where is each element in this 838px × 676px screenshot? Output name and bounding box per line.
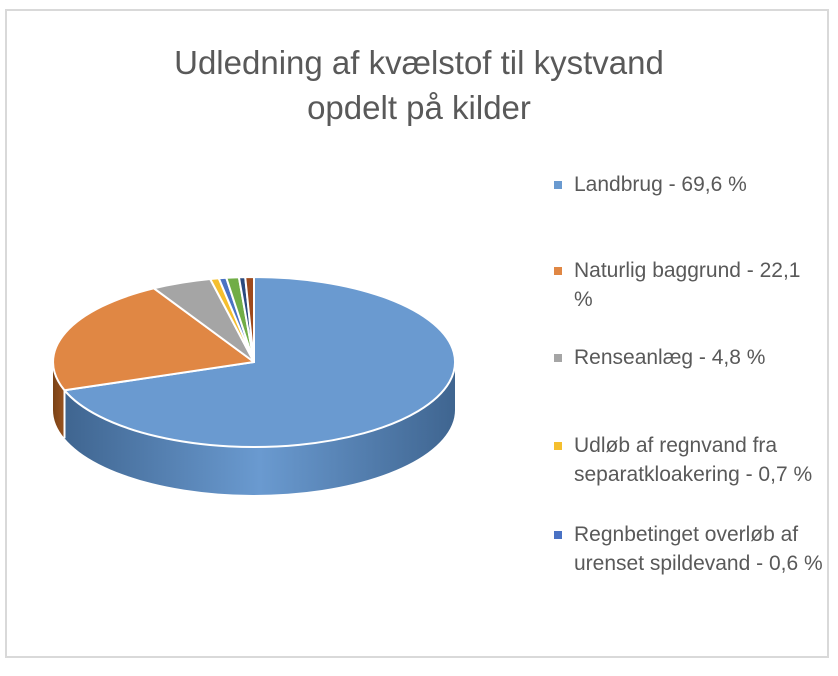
chart-title-line-1: Udledning af kvælstof til kystvand xyxy=(174,44,664,81)
legend-label: Udløb af regnvand fra separatkloakering … xyxy=(574,434,813,486)
pie-side-landbrug xyxy=(64,362,455,495)
legend-label: Regnbetinget overløb af urenset spildeva… xyxy=(574,523,823,575)
legend-item-landbrug[interactable]: Landbrug - 69,6 % xyxy=(554,170,824,199)
legend-item-regnbetinget-overloeb[interactable]: Regnbetinget overløb af urenset spildeva… xyxy=(554,520,824,578)
pie-slice-unlabeled-brown[interactable] xyxy=(244,276,255,363)
legend-swatch-icon xyxy=(554,442,562,450)
pie-slice-landbrug[interactable] xyxy=(63,276,457,448)
legend-swatch-icon xyxy=(554,181,562,189)
legend-swatch-icon xyxy=(554,354,562,362)
chart-title: Udledning af kvælstof til kystvand opdel… xyxy=(0,40,838,130)
legend-label: Naturlig baggrund - 22,1 % xyxy=(574,259,801,311)
legend-swatch-icon xyxy=(554,531,562,539)
legend-item-renseanlaeg[interactable]: Renseanlæg - 4,8 % xyxy=(554,343,824,372)
pie-side-naturlig-baggrund xyxy=(53,362,65,439)
legend-item-naturlig-baggrund[interactable]: Naturlig baggrund - 22,1 % xyxy=(554,256,824,314)
legend-swatch-icon xyxy=(554,267,562,275)
legend-item-udloeb-regnvand[interactable]: Udløb af regnvand fra separatkloakering … xyxy=(554,431,824,489)
legend-label: Landbrug - 69,6 % xyxy=(574,173,747,196)
legend-label: Renseanlæg - 4,8 % xyxy=(574,346,766,369)
pie-slice-naturlig-baggrund[interactable] xyxy=(52,287,255,392)
chart-title-line-2: opdelt på kilder xyxy=(307,89,531,126)
